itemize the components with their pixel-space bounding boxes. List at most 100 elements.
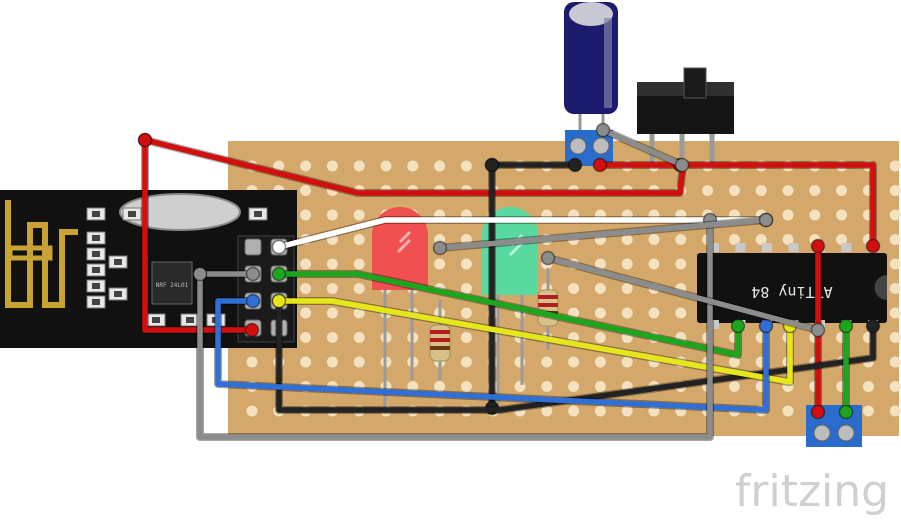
- board-hole: [300, 356, 312, 368]
- watermark: fritzing: [735, 466, 889, 517]
- wire-end: [730, 318, 746, 334]
- board-hole: [353, 283, 365, 294]
- board-hole: [755, 234, 767, 245]
- wire-end: [758, 318, 774, 334]
- wire-end: [271, 266, 287, 282]
- terminal-block-bottom: [806, 405, 862, 447]
- wire-end: [592, 157, 608, 173]
- board-hole: [621, 234, 633, 245]
- chip-pin: [762, 243, 772, 252]
- board-hole: [594, 332, 606, 343]
- radio-chip-marking: NRF 24L01: [156, 282, 189, 289]
- board-hole: [514, 381, 526, 392]
- board-hole: [728, 234, 740, 245]
- board-hole: [353, 258, 365, 270]
- board-hole: [621, 258, 633, 270]
- wire-red: [142, 137, 876, 249]
- crystal: [119, 193, 241, 231]
- wire-black: [276, 298, 876, 413]
- board-hole: [702, 185, 714, 196]
- board-hole: [889, 356, 901, 368]
- board-hole: [648, 307, 660, 319]
- board-hole: [300, 209, 312, 221]
- chip-pin: [709, 243, 719, 252]
- board-hole: [889, 234, 901, 245]
- wire-grey: [437, 217, 769, 251]
- red-led: [372, 207, 428, 408]
- wire-end: [271, 293, 287, 309]
- board-hole: [353, 307, 365, 319]
- board-hole: [809, 185, 821, 196]
- board-hole: [541, 381, 553, 392]
- board-hole: [460, 381, 472, 392]
- wire-end: [137, 132, 153, 148]
- chip-pin: [709, 320, 719, 329]
- board-hole: [836, 234, 848, 245]
- board-hole: [621, 356, 633, 368]
- wire-end: [810, 322, 826, 338]
- wire-yellow: [276, 298, 793, 385]
- board-hole: [326, 283, 338, 294]
- smd-components: [86, 207, 268, 327]
- board-hole: [568, 356, 580, 368]
- terminal-screw: [837, 424, 855, 442]
- wire-end: [484, 157, 500, 173]
- board-hole: [728, 185, 740, 196]
- board-hole: [353, 356, 365, 368]
- board-hole: [836, 185, 848, 196]
- board-hole: [648, 405, 660, 417]
- board-hole: [541, 356, 553, 368]
- wire-end: [758, 212, 774, 228]
- board-hole: [782, 185, 794, 196]
- slide-switch: [637, 67, 734, 165]
- board-hole: [326, 209, 338, 221]
- board-hole: [300, 332, 312, 343]
- board-hole: [568, 381, 580, 392]
- board-hole: [621, 405, 633, 417]
- board-hole: [782, 234, 794, 245]
- board-hole: [300, 185, 312, 196]
- board-hole: [594, 381, 606, 392]
- board-hole: [728, 356, 740, 368]
- nrf24-radio-module: NRF 24L01: [0, 190, 297, 348]
- board-hole: [648, 234, 660, 245]
- board-hole: [353, 160, 365, 172]
- board-hole: [594, 405, 606, 417]
- wire-end: [192, 266, 208, 282]
- wire-end: [271, 239, 287, 255]
- board-hole: [594, 307, 606, 319]
- board-hole: [889, 185, 901, 196]
- board-hole: [889, 307, 901, 319]
- board-hole: [460, 283, 472, 294]
- board-hole: [889, 258, 901, 270]
- wire-end: [595, 122, 611, 138]
- board-hole: [568, 283, 580, 294]
- jumper-wires: [137, 122, 881, 441]
- board-hole: [434, 381, 446, 392]
- board-hole: [460, 160, 472, 172]
- board-hole: [675, 258, 687, 270]
- board-hole: [273, 160, 285, 172]
- wire-end: [244, 322, 260, 338]
- board-hole: [621, 307, 633, 319]
- board-hole: [246, 405, 258, 417]
- chip-label: ATTiny 84: [751, 283, 832, 301]
- wire-green: [276, 271, 741, 358]
- board-hole: [326, 332, 338, 343]
- board-hole: [568, 332, 580, 343]
- board-hole: [862, 381, 874, 392]
- board-hole: [407, 381, 419, 392]
- board-hole: [889, 209, 901, 221]
- wire-end: [838, 318, 854, 334]
- electrolytic-capacitor: [564, 2, 618, 140]
- board-hole: [889, 160, 901, 172]
- board-hole: [675, 307, 687, 319]
- board-hole: [434, 258, 446, 270]
- board-hole: [836, 209, 848, 221]
- board-hole: [621, 283, 633, 294]
- board-hole: [594, 258, 606, 270]
- resistor-1: [429, 300, 451, 380]
- board-hole: [782, 209, 794, 221]
- board-hole: [648, 258, 660, 270]
- board-hole: [460, 356, 472, 368]
